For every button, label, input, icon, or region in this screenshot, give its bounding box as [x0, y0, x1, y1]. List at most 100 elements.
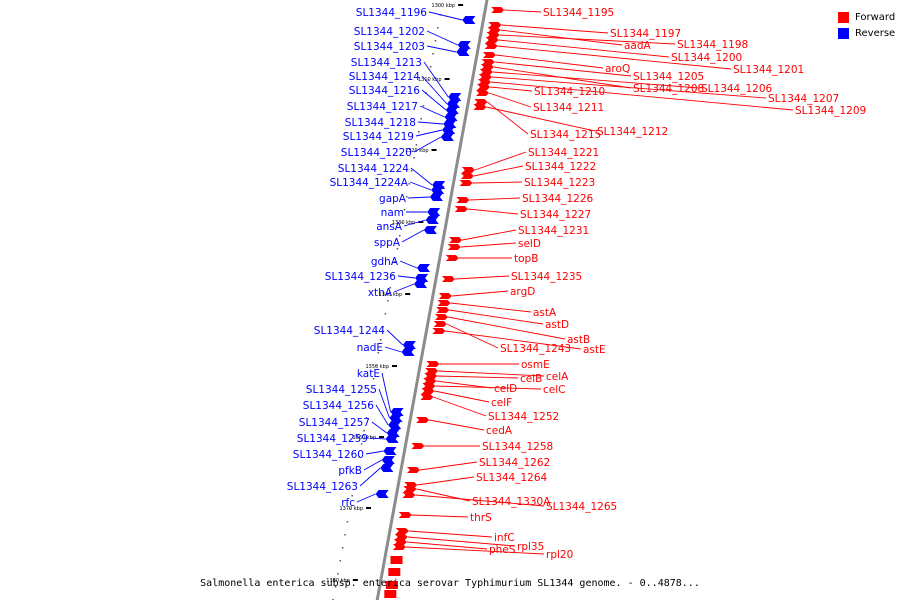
reverse-gene-label[interactable]: SL1344_1256 [303, 400, 375, 412]
forward-feature[interactable] [416, 417, 430, 423]
forward-feature[interactable] [393, 539, 407, 545]
forward-gene-label[interactable]: SL1344_1208 [633, 83, 704, 95]
forward-feature[interactable] [449, 237, 463, 243]
reverse-gene-label[interactable]: SL1344_1263 [287, 481, 358, 493]
forward-gene-label[interactable]: selD [518, 238, 541, 250]
reverse-feature[interactable] [431, 186, 445, 194]
forward-gene-label[interactable]: aroQ [605, 63, 630, 75]
forward-gene-label[interactable]: SL1344_1258 [482, 441, 553, 453]
forward-feature[interactable] [422, 383, 436, 389]
forward-feature[interactable] [433, 321, 447, 327]
reverse-gene-label[interactable]: SL1344_1216 [349, 85, 421, 97]
reverse-gene-label[interactable]: SL1344_1224 [338, 163, 410, 175]
forward-gene-label[interactable]: SL1344_1221 [528, 147, 599, 159]
reverse-feature[interactable] [416, 264, 430, 272]
reverse-feature[interactable] [385, 435, 399, 443]
forward-gene-label[interactable]: SL1344_1212 [597, 126, 668, 138]
forward-feature[interactable] [482, 52, 496, 58]
reverse-gene-label[interactable]: SL1344_1224A [330, 177, 409, 189]
forward-gene-label[interactable]: rpl20 [546, 549, 573, 561]
forward-feature[interactable] [473, 104, 487, 110]
forward-feature[interactable] [392, 544, 406, 550]
forward-feature[interactable] [436, 307, 450, 313]
forward-feature[interactable] [411, 443, 425, 449]
forward-feature[interactable] [390, 556, 403, 564]
forward-feature[interactable] [437, 300, 451, 306]
forward-feature[interactable] [477, 84, 491, 90]
forward-feature[interactable] [384, 590, 397, 598]
reverse-feature[interactable] [425, 216, 439, 224]
forward-feature[interactable] [459, 180, 473, 186]
forward-feature[interactable] [425, 368, 439, 374]
reverse-feature[interactable] [427, 208, 441, 216]
forward-gene-label[interactable]: celB [520, 373, 542, 385]
forward-feature[interactable] [447, 244, 461, 250]
forward-gene-label[interactable]: cedA [486, 425, 513, 437]
reverse-gene-label[interactable]: SL1344_1220 [341, 147, 412, 159]
forward-gene-label[interactable]: SL1344_1210 [534, 86, 605, 98]
reverse-gene-label[interactable]: SL1344_1260 [293, 449, 364, 461]
forward-feature[interactable] [460, 173, 474, 179]
forward-gene-label[interactable]: SL1344_1209 [795, 105, 866, 117]
forward-gene-label[interactable]: astE [583, 344, 606, 356]
forward-gene-label[interactable]: SL1344_1206 [701, 83, 773, 95]
forward-gene-label[interactable]: celD [494, 383, 517, 395]
reverse-feature[interactable] [375, 490, 389, 498]
forward-gene-label[interactable]: infC [494, 532, 515, 544]
reverse-gene-label[interactable]: nam [381, 207, 404, 219]
forward-feature[interactable] [486, 32, 500, 38]
reverse-feature[interactable] [414, 280, 428, 288]
forward-feature[interactable] [480, 64, 494, 70]
forward-gene-label[interactable]: celC [543, 384, 565, 396]
forward-gene-label[interactable]: SL1344_1200 [671, 52, 742, 64]
forward-feature[interactable] [394, 534, 408, 540]
forward-gene-label[interactable]: SL1344_1252 [488, 411, 559, 423]
forward-feature[interactable] [426, 361, 440, 367]
reverse-gene-label[interactable]: xthA [368, 287, 393, 299]
reverse-feature[interactable] [402, 341, 416, 349]
forward-gene-label[interactable]: SL1344_1198 [677, 39, 748, 51]
reverse-feature[interactable] [456, 48, 470, 56]
reverse-feature[interactable] [445, 106, 459, 114]
forward-gene-label[interactable]: SL1344_1205 [633, 71, 704, 83]
forward-gene-label[interactable]: SL1344_1330A [472, 496, 551, 508]
forward-feature[interactable] [420, 394, 434, 400]
reverse-gene-label[interactable]: SL1344_1255 [306, 384, 377, 396]
forward-gene-label[interactable]: SL1344_1235 [511, 271, 582, 283]
reverse-feature[interactable] [383, 447, 397, 455]
forward-gene-label[interactable]: SL1344_1226 [522, 193, 594, 205]
forward-feature[interactable] [477, 79, 491, 85]
reverse-gene-label[interactable]: SL1344_1213 [351, 57, 422, 69]
forward-gene-label[interactable]: argD [510, 286, 535, 298]
forward-feature[interactable] [406, 467, 420, 473]
reverse-gene-label[interactable]: SL1344_1257 [299, 417, 370, 429]
forward-feature[interactable] [385, 581, 398, 589]
forward-feature[interactable] [388, 568, 401, 576]
reverse-feature[interactable] [401, 348, 415, 356]
forward-feature[interactable] [491, 7, 505, 13]
forward-gene-label[interactable]: SL1344_1223 [524, 177, 595, 189]
forward-feature[interactable] [402, 492, 416, 498]
reverse-gene-label[interactable]: SL1344_1196 [356, 7, 428, 19]
reverse-gene-label[interactable]: SL1344_1236 [325, 271, 397, 283]
reverse-feature[interactable] [457, 41, 471, 49]
forward-gene-label[interactable]: SL1344_1231 [518, 225, 589, 237]
reverse-feature[interactable] [444, 113, 458, 121]
forward-gene-label[interactable]: celA [546, 371, 569, 383]
reverse-gene-label[interactable]: gdhA [371, 256, 399, 268]
reverse-gene-label[interactable]: SL1344_1214 [349, 71, 421, 83]
forward-gene-label[interactable]: SL1344_1197 [610, 28, 681, 40]
reverse-feature[interactable] [423, 226, 437, 234]
forward-feature[interactable] [484, 43, 498, 49]
forward-gene-label[interactable]: SL1344_1195 [543, 7, 614, 19]
forward-feature[interactable] [441, 276, 455, 282]
forward-gene-label[interactable]: pheS [489, 544, 516, 556]
reverse-feature[interactable] [388, 421, 402, 429]
forward-gene-label[interactable]: astB [567, 334, 590, 346]
forward-feature[interactable] [403, 486, 417, 492]
forward-feature[interactable] [461, 167, 475, 173]
reverse-gene-label[interactable]: SL1344_1244 [314, 325, 386, 337]
forward-feature[interactable] [434, 314, 448, 320]
reverse-gene-label[interactable]: SL1344_1259 [297, 433, 368, 445]
reverse-gene-label[interactable]: SL1344_1203 [354, 41, 425, 53]
